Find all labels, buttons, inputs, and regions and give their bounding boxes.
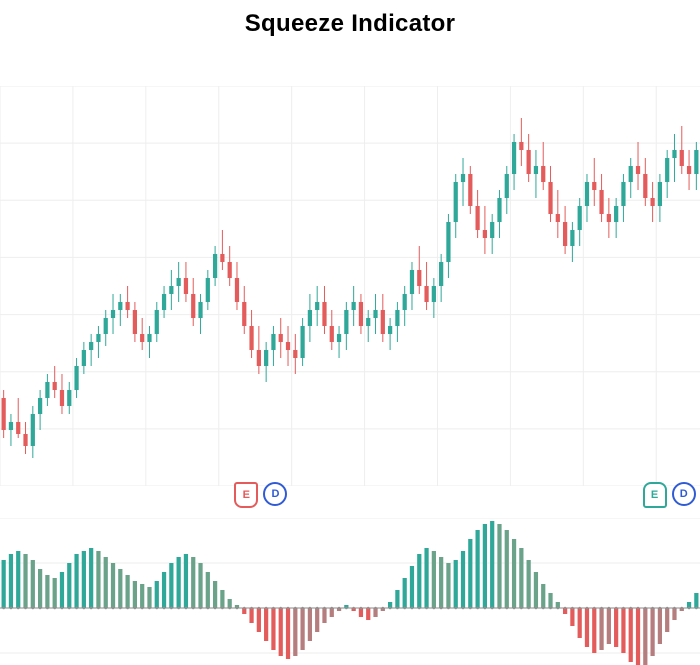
chart-title: Squeeze Indicator: [0, 0, 700, 38]
histogram-pane[interactable]: [0, 518, 700, 665]
marker-d[interactable]: D: [672, 482, 696, 506]
candlestick-pane[interactable]: [0, 86, 700, 486]
marker-e[interactable]: E: [643, 482, 667, 508]
marker-e[interactable]: E: [234, 482, 258, 508]
marker-d[interactable]: D: [263, 482, 287, 506]
marker-row: EDED: [0, 478, 700, 510]
